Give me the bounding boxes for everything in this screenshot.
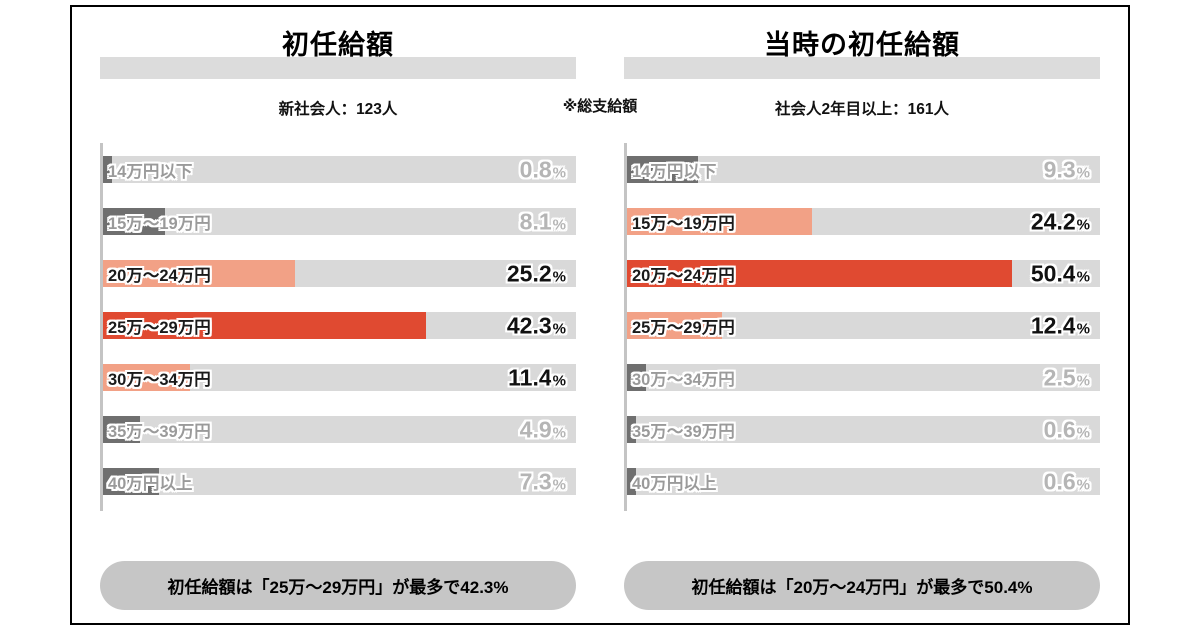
bar-track [627, 416, 1100, 443]
bar-track [103, 208, 576, 235]
bar-row: 14万円以下 0.8% [103, 156, 576, 183]
bar-fill [103, 208, 165, 235]
chart-subtitle: 新社会人：123人 [278, 101, 398, 118]
bar-category-label: 40万円以上 [632, 474, 717, 493]
bar-rows: 14万円以下 9.3% 15万～19万円 24.2% 20万～24万円 50.4% 25万～… [624, 143, 1100, 511]
bar-fill [103, 156, 112, 183]
bar-row: 40万円以上 0.6% [627, 468, 1100, 495]
bar-category-label: 40万円以上 [108, 474, 193, 493]
bar-value-label: 0.6% [1043, 468, 1090, 494]
bar-value-label: 25.2% [506, 260, 566, 286]
bar-category-label: 20万～24万円 [632, 266, 735, 285]
border-frame: ※総支給額 初任給額 新社会人：123人 14万円以下 0.8% 15万～19万円 8… [70, 5, 1130, 625]
bar-value-label: 9.3% [1043, 156, 1090, 182]
bar-fill [627, 416, 636, 443]
bar-row: 40万円以上 7.3% [103, 468, 576, 495]
bar-rows: 14万円以下 0.8% 15万～19万円 8.1% 20万～24万円 25.2% 25万～2… [100, 143, 576, 511]
bar-category-label: 15万～19万円 [632, 214, 735, 233]
bar-fill [627, 468, 636, 495]
bar-row: 20万～24万円 50.4% [627, 260, 1100, 287]
bar-fill [627, 312, 722, 339]
bar-fill [103, 312, 426, 339]
bar-value-label: 12.4% [1030, 312, 1090, 338]
bar-row: 30万～34万円 11.4% [103, 364, 576, 391]
bar-value-label: 0.6% [1043, 416, 1090, 442]
note-label: ※総支給額 [562, 98, 638, 115]
bar-fill [627, 260, 1012, 287]
bar-fill [103, 260, 296, 287]
bar-track [103, 156, 576, 183]
bar-category-label: 35万～39万円 [632, 422, 735, 441]
bar-category-label: 25万～29万円 [108, 318, 211, 337]
bar-row: 25万～29万円 42.3% [103, 312, 576, 339]
bar-row: 15万～19万円 8.1% [103, 208, 576, 235]
chart-subtitle: 社会人2年目以上：161人 [775, 101, 949, 118]
bar-category-label: 14万円以下 [632, 162, 717, 181]
bar-track [103, 468, 576, 495]
bar-fill [627, 156, 698, 183]
chart-right: 当時の初任給額 社会人2年目以上：161人 14万円以下 9.3% 15万～19万円… [624, 17, 1100, 623]
bar-category-label: 30万～34万円 [108, 370, 211, 389]
bar-fill [103, 364, 190, 391]
chart-left-title-wrap: 初任給額 [100, 21, 576, 79]
bar-fill [627, 208, 812, 235]
bar-fill [627, 364, 647, 391]
bar-row: 30万～34万円 2.5% [627, 364, 1100, 391]
bar-row: 14万円以下 9.3% [627, 156, 1100, 183]
bar-fill [103, 416, 141, 443]
callout-pill: 初任給額は「25万～29万円」が最多で42.3% [100, 561, 576, 610]
title-highlight-strip [100, 57, 576, 79]
bar-value-label: 0.8% [519, 156, 566, 182]
bar-value-label: 50.4% [1030, 260, 1090, 286]
bar-value-label: 8.1% [519, 208, 566, 234]
chart-title: 当時の初任給額 [764, 30, 960, 60]
bar-row: 35万～39万円 4.9% [103, 416, 576, 443]
bar-category-label: 20万～24万円 [108, 266, 211, 285]
callout-pill: 初任給額は「20万～24万円」が最多で50.4% [624, 561, 1100, 610]
bar-row: 35万～39万円 0.6% [627, 416, 1100, 443]
bar-track [627, 156, 1100, 183]
bar-row: 15万～19万円 24.2% [627, 208, 1100, 235]
bar-value-label: 24.2% [1030, 208, 1090, 234]
chart-title: 初任給額 [282, 30, 394, 60]
chart-left: 初任給額 新社会人：123人 14万円以下 0.8% 15万～19万円 8.1% 20万… [100, 17, 576, 623]
bar-value-label: 11.4% [508, 364, 566, 390]
bar-track [627, 364, 1100, 391]
bar-category-label: 15万～19万円 [108, 214, 211, 233]
bar-value-label: 42.3% [506, 312, 566, 338]
chart-columns: 初任給額 新社会人：123人 14万円以下 0.8% 15万～19万円 8.1% 20万… [72, 7, 1128, 623]
bar-category-label: 30万～34万円 [632, 370, 735, 389]
bar-value-label: 2.5% [1043, 364, 1090, 390]
bar-row: 20万～24万円 25.2% [103, 260, 576, 287]
bar-row: 25万～29万円 12.4% [627, 312, 1100, 339]
bar-fill [103, 468, 159, 495]
chart-right-title-wrap: 当時の初任給額 [624, 21, 1100, 79]
bar-category-label: 25万～29万円 [632, 318, 735, 337]
bar-category-label: 35万～39万円 [108, 422, 211, 441]
title-highlight-strip [624, 57, 1100, 79]
bar-value-label: 7.3% [519, 468, 566, 494]
bar-track [627, 468, 1100, 495]
bar-value-label: 4.9% [519, 416, 566, 442]
bar-track [103, 416, 576, 443]
bar-category-label: 14万円以下 [108, 162, 193, 181]
